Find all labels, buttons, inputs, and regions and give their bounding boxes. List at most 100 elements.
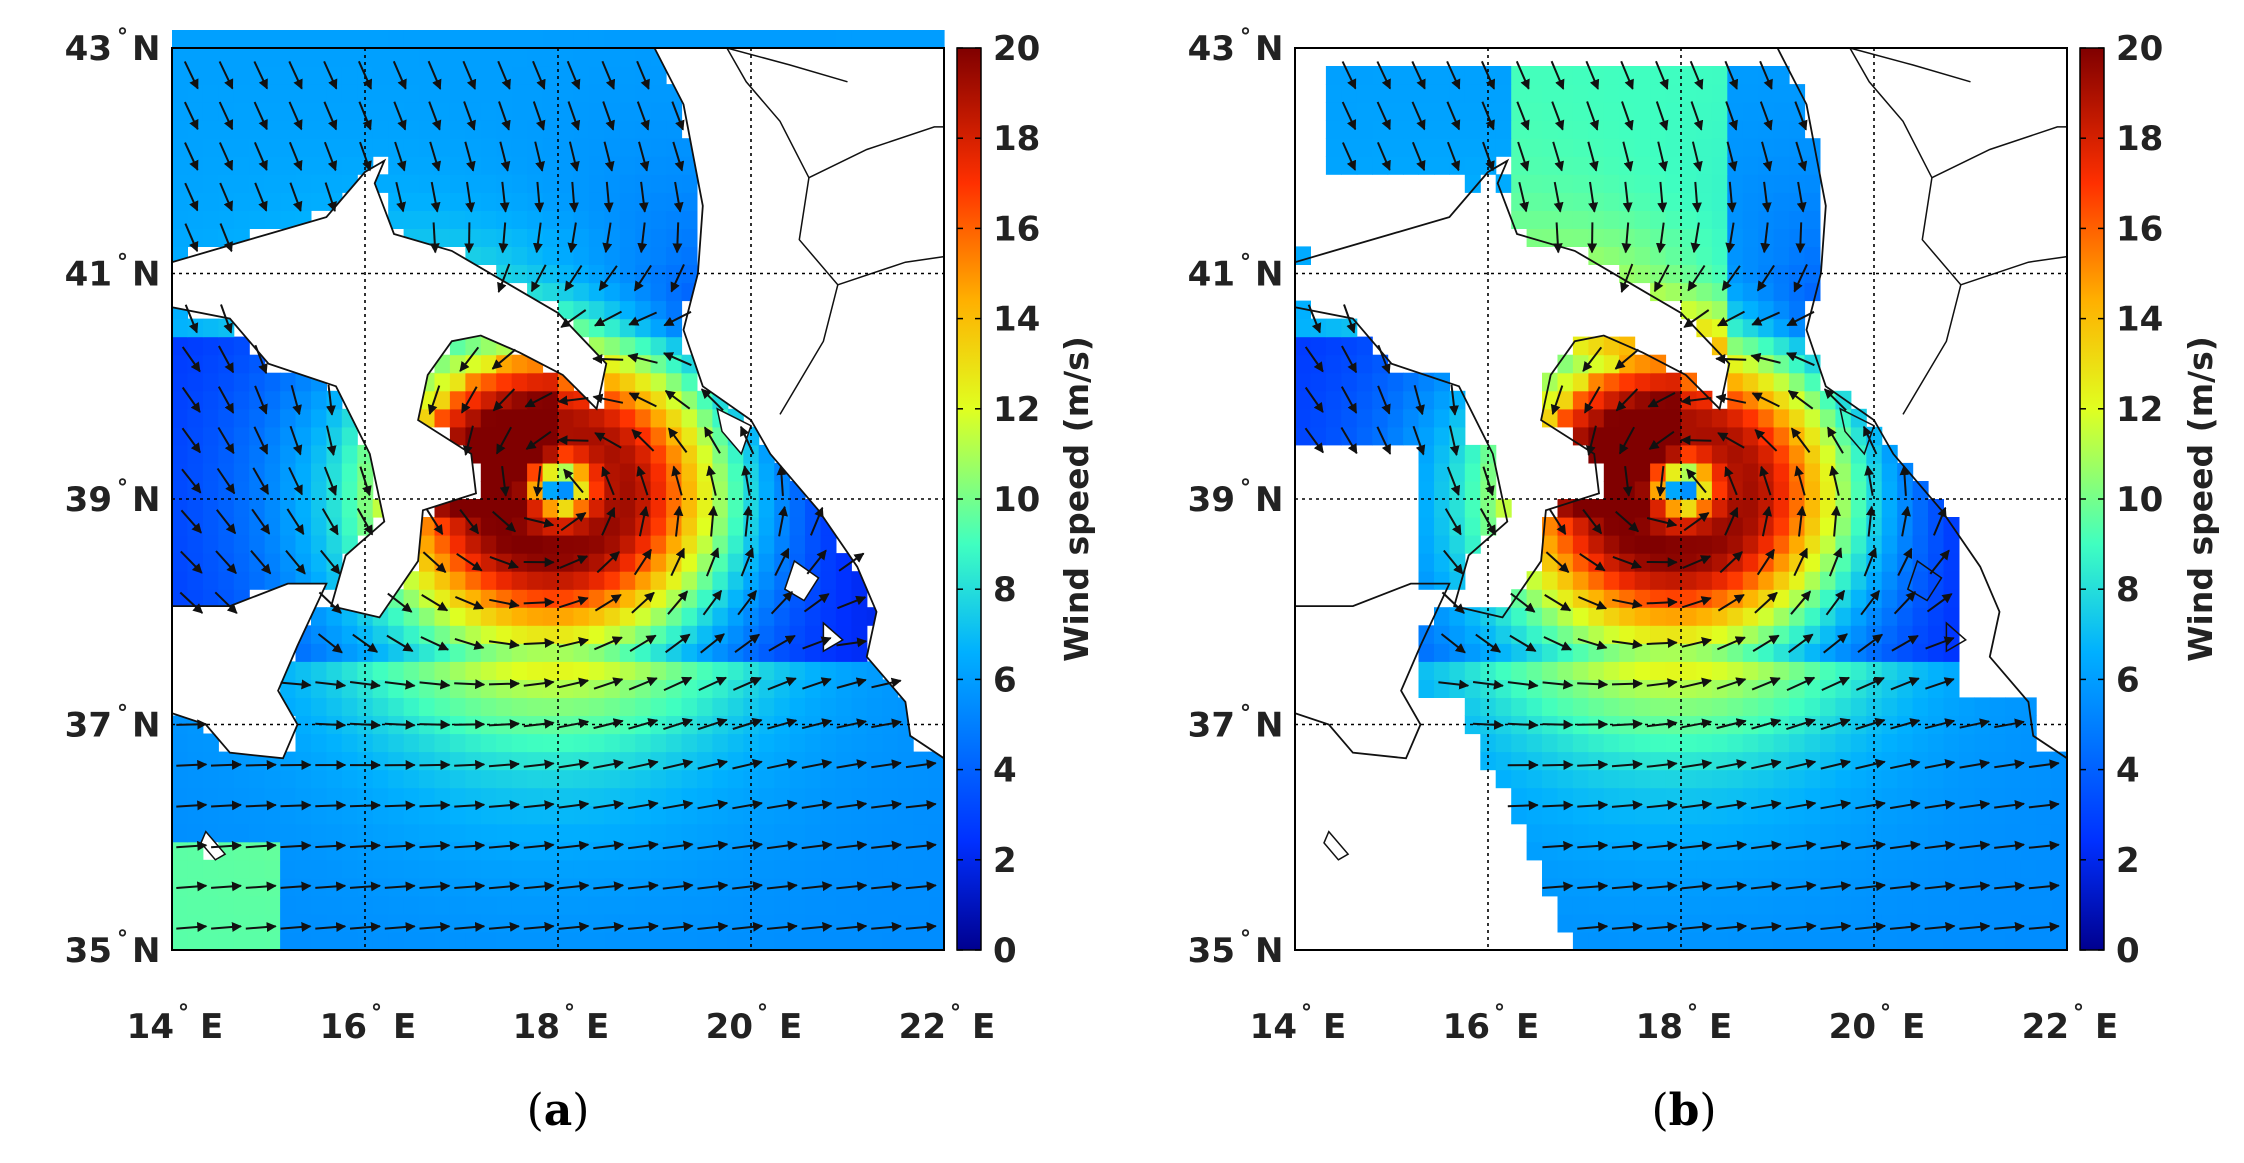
wind-arrow [1821,676,1850,692]
wind-arrow [1542,881,1574,892]
wind-arrow [774,547,790,577]
wind-arrow [1646,759,1678,770]
lon-tick-label: 16 [320,1007,367,1047]
wind-arrow [1761,141,1773,172]
wind-arrow [1341,101,1357,131]
wind-arrow [1443,549,1464,575]
wind-arrow [602,101,615,131]
wind-arrow [419,759,451,770]
wind-arrow [525,430,552,450]
wind-arrow [1438,679,1470,690]
wind-arrow [698,676,727,692]
wind-arrow [700,388,724,412]
wind-arrow [557,435,589,446]
wind-arrow [245,922,277,932]
wind-arrow [592,393,624,404]
lat-hemisphere: N [132,480,160,520]
wind-arrow [1855,921,1887,932]
wind-arrow [253,101,268,131]
wind-arrow [1588,181,1599,213]
degree-mark: ° [1301,1001,1312,1026]
wind-arrow [1820,799,1852,810]
wind-arrow [211,881,242,892]
wind-arrow [384,840,416,851]
wind-arrow [384,881,416,892]
wind-arrow [497,60,511,90]
wind-arrow [323,141,338,172]
wind-arrow [803,593,830,613]
colorbar-tick-label: 16 [2116,209,2163,249]
wind-arrow [1622,181,1633,213]
wind-arrow [419,800,451,811]
wind-arrow [1472,679,1504,690]
wind-arrow [285,549,306,575]
wind-arrow [593,921,625,932]
wind-arrow [1855,840,1886,851]
wind-arrow [523,921,555,932]
wind-arrow [176,922,208,932]
colorbar-tick-label: 12 [2116,390,2163,430]
wind-arrow [636,465,649,496]
wind-arrow [593,881,625,892]
wind-arrow [593,759,624,769]
wind-arrow [1376,61,1392,90]
wind-arrow [216,509,237,535]
wind-arrow [628,758,659,770]
lon-ticks-a: 14 ° E 16 ° E 18 ° E 20 ° E 22 ° E [127,1001,996,1047]
wind-arrow [1857,633,1884,654]
wind-arrow [454,800,486,811]
lat-tick-label: 41 [1188,255,1235,295]
wind-arrow [568,141,580,172]
wind-arrow [523,517,555,528]
wind-arrow [1829,465,1840,496]
wind-arrow [1924,840,1956,851]
wind-arrow [594,310,622,327]
wind-arrow [245,881,277,892]
wind-arrow [1304,386,1324,413]
wind-arrow [1441,591,1465,614]
wind-arrow [2028,881,2060,892]
colorbar-tick-label: 0 [2116,931,2140,971]
wind-arrow [558,840,590,851]
wind-arrow [1786,676,1816,692]
wind-arrow [1681,840,1713,851]
wind-arrow [1794,101,1808,131]
wind-arrow [1577,637,1608,650]
wind-arrow [321,508,339,536]
wind-arrow [1889,881,1921,892]
lat-hemisphere: N [132,255,160,295]
wind-arrow [460,386,478,414]
lon-tick-label: 22 [2022,1007,2069,1047]
colorbar-tick-label: 6 [993,660,1017,700]
colorbar-tick-label: 18 [2116,119,2163,159]
wind-arrow [280,840,312,851]
wind-arrow [1507,800,1539,811]
wind-arrow [1924,799,1956,810]
wind-arrow [488,719,520,730]
wind-arrow [325,425,337,456]
wind-arrow [1681,718,1713,729]
wind-arrow [1681,881,1713,892]
wind-arrow [663,676,693,692]
colorbar-tick-label: 12 [993,390,1040,430]
colorbar-tick-label: 2 [2116,841,2140,881]
wind-arrow [1545,551,1570,573]
wind-arrow [184,182,199,212]
wind-arrow [211,840,242,851]
wind-arrow [1719,551,1743,574]
colorbar-tick-label: 0 [993,931,1017,971]
wind-arrow [214,591,238,614]
wind-arrow [1612,555,1642,569]
wind-arrow [1959,921,1991,932]
wind-arrow [427,385,441,415]
degree-mark: ° [1240,702,1251,727]
graticule-a [172,48,944,950]
wind-arrow [251,508,271,535]
wind-arrow [419,719,451,730]
wind-arrow [636,60,650,90]
wind-arrow [1681,799,1713,810]
wind-arrow [739,425,755,455]
wind-arrow [1786,717,1816,731]
wind-arrow [523,638,555,649]
